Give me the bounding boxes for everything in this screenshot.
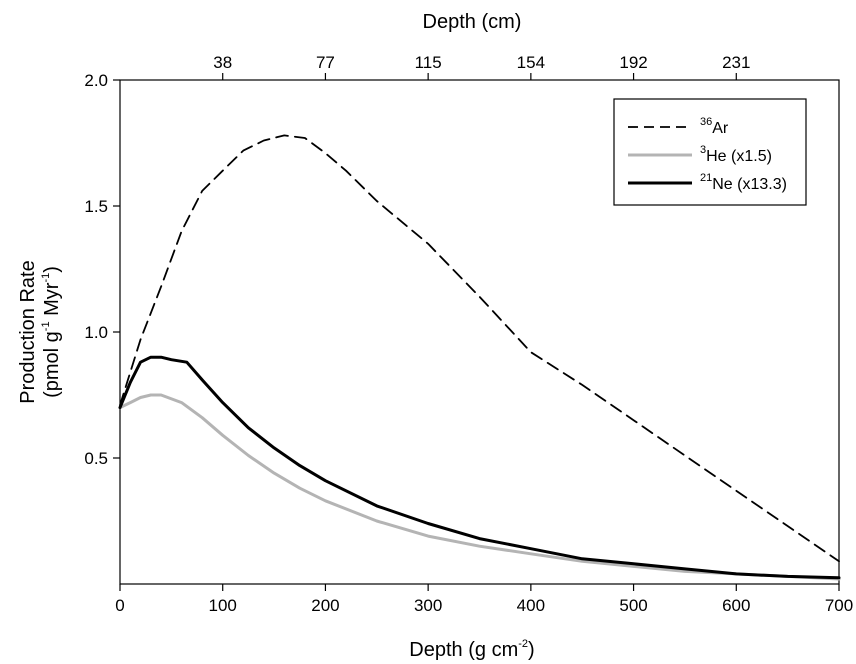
top-tick-label: 77 [316,53,335,72]
legend-label-ar36-sup: 36 [700,116,712,128]
y-tick-label: 1.0 [84,323,108,342]
y-axis-title-line2-sup2: -1 [40,273,52,283]
legend-label-ne21-name: Ne (x13.3) [712,176,787,193]
series-layer [118,134,841,581]
top-tick-label: 115 [415,53,442,72]
y-tick-label: 1.5 [84,197,108,216]
x-axis-title-sup: -2 [518,638,528,650]
y-axis-title-line2-c: ) [41,266,63,273]
top-tick-label: 231 [722,53,750,72]
legend-label-ar36: 36Ar [700,116,729,137]
x-axis-title-main: Depth (g cm [409,639,518,661]
x-tick-label: 0 [115,596,124,615]
x-tick-label: 500 [619,596,647,615]
y-tick-label: 0.5 [84,449,108,468]
x-tick-label: 700 [825,596,853,615]
x-tick-label: 300 [414,596,442,615]
top-tick-label: 192 [619,53,647,72]
series-ne21-line [118,355,841,580]
top-tick-label: 38 [213,53,232,72]
x-tick-label: 100 [209,596,237,615]
y-tick-label: 2.0 [84,71,108,90]
x-tick-label: 400 [517,596,545,615]
top-tick-label: 154 [517,53,545,72]
axis-ticks: 0 100 200 300 400 500 600 700 38 77 115 154 192 231 0.… [84,53,853,615]
legend-label-ne21: 21Ne (x13.3) [700,172,787,193]
legend-label-ne21-sup: 21 [700,172,712,184]
top-axis-title: Depth (cm) [423,11,522,33]
series-he3-line [118,393,841,581]
series-ar36-line [119,134,840,563]
x-tick-label: 600 [722,596,750,615]
y-axis-title-line2: (pmol g-1 Myr-1) [40,266,63,398]
legend-label-ar36-name: Ar [712,120,729,137]
x-tick-label: 200 [311,596,339,615]
y-axis-title-line2-a: (pmol g [41,331,63,398]
y-axis-title-line1: Production Rate [17,260,39,403]
legend: 36Ar 3He (x1.5) 21Ne (x13.3) [613,98,807,206]
legend-label-he3: 3He (x1.5) [700,144,772,165]
x-axis-title-end: ) [528,639,535,661]
legend-box [613,98,807,206]
legend-label-he3-name: He (x1.5) [706,148,772,165]
y-axis-title: Production Rate (pmol g-1 Myr-1) [17,260,63,403]
y-axis-title-line2-sup1: -1 [40,321,52,331]
x-axis-title: Depth (g cm-2) [409,638,534,661]
legend-label-he3-sup: 3 [700,144,706,156]
y-axis-title-line2-b: Myr [41,282,63,321]
